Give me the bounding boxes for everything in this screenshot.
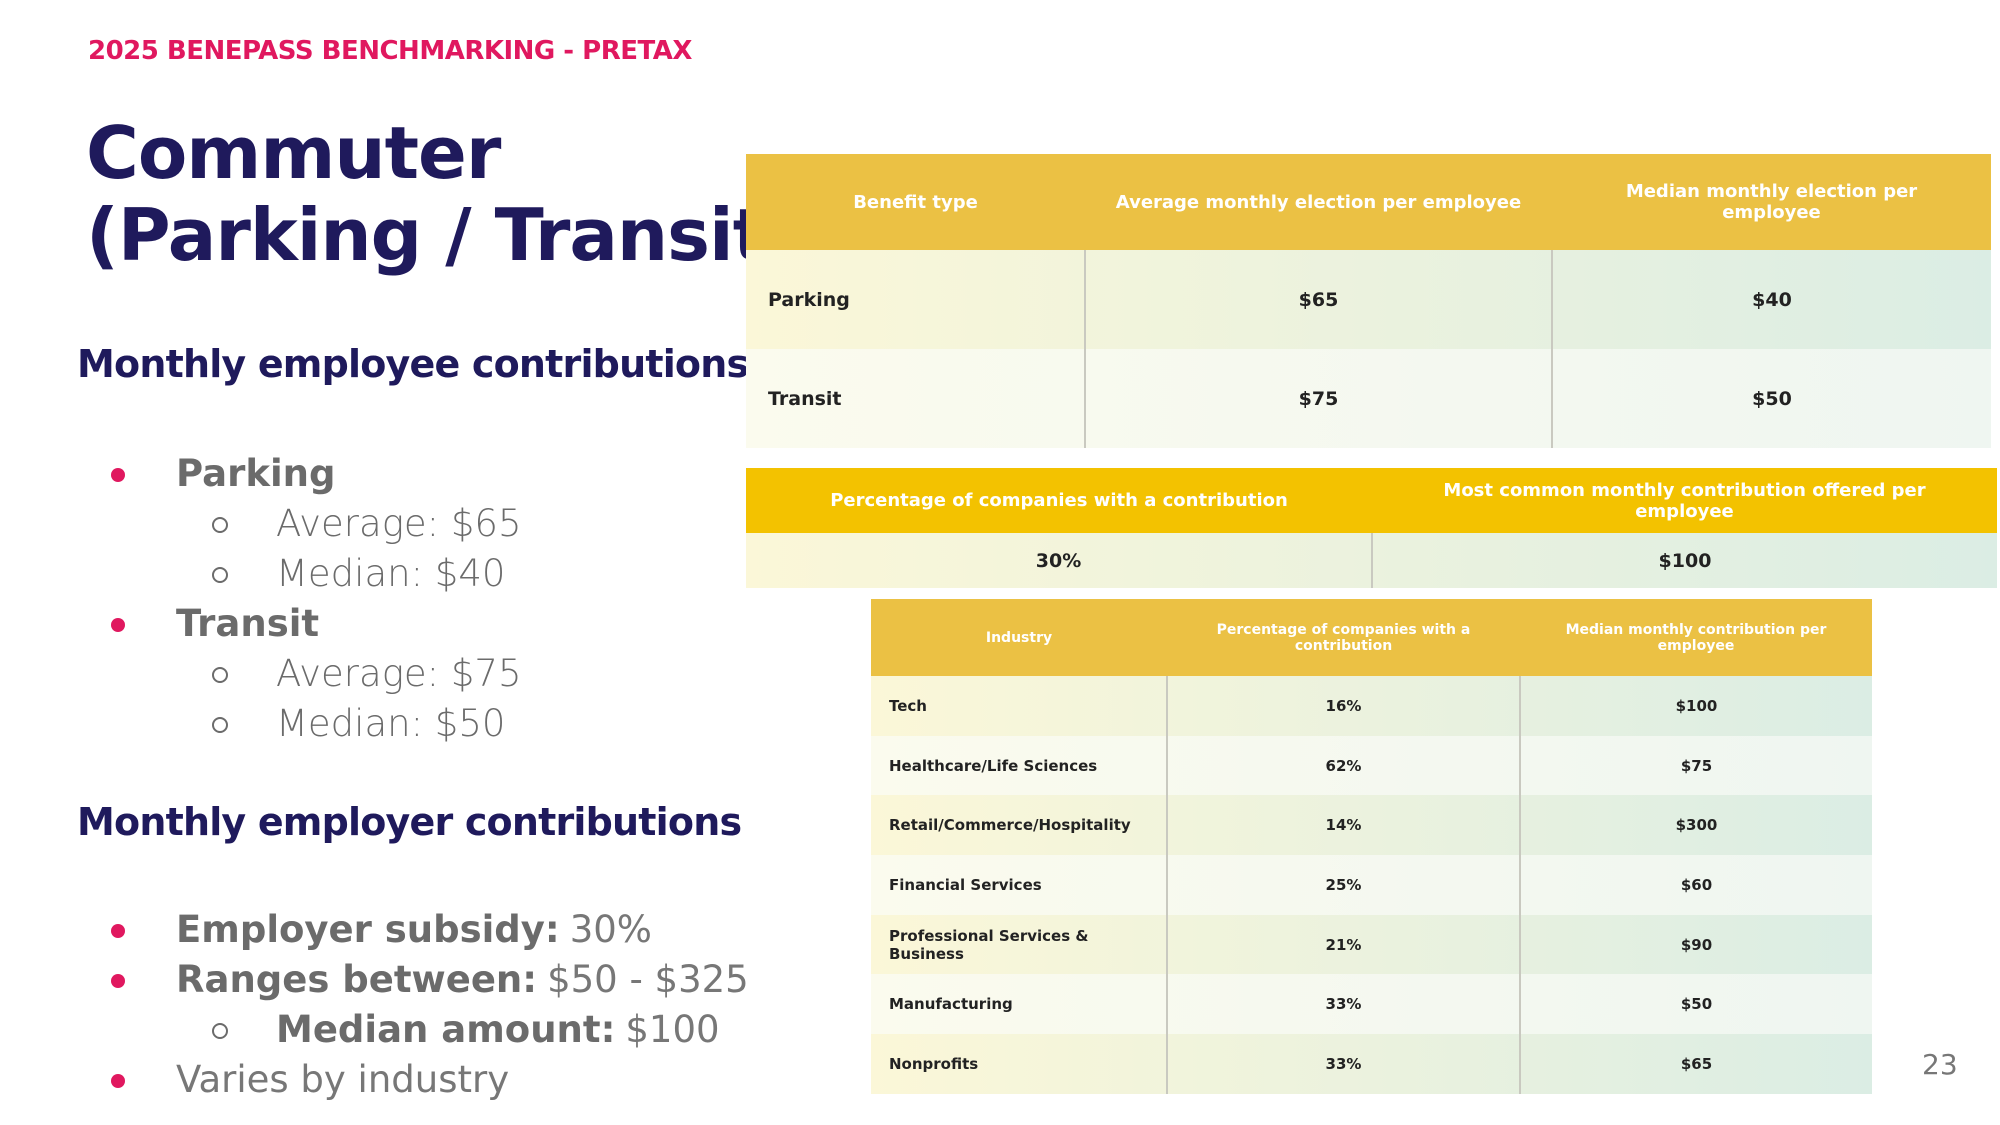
header-row: Industry Percentage of companies with a c…	[871, 599, 1872, 676]
cell: 21%	[1166, 914, 1520, 975]
ring	[212, 567, 228, 583]
text: $100	[625, 1008, 720, 1051]
cell: 33%	[1166, 1034, 1520, 1094]
cell: 33%	[1166, 974, 1520, 1035]
header-cell: Median monthly contribution per employee	[1520, 599, 1872, 676]
cell: $75	[1084, 349, 1552, 448]
cell: $65	[1084, 250, 1552, 349]
text: Varies by industry	[176, 1058, 510, 1101]
text: Average: $65	[276, 502, 522, 545]
page-number: 23	[1922, 1048, 1958, 1081]
cell: Tech	[889, 696, 927, 715]
header-row: Benefit type Average monthly election per…	[746, 154, 1991, 250]
cell: 14%	[1166, 795, 1520, 856]
text: Parking	[176, 452, 336, 495]
text: Median: $40	[276, 552, 506, 595]
list-item: Transit	[0, 599, 522, 649]
row: Transit $75 $50	[746, 349, 1991, 448]
header-row: Percentage of companies with a contribut…	[746, 468, 1997, 533]
ring	[212, 1023, 228, 1039]
text: Average: $75	[276, 652, 522, 695]
bullet-list: Parking Average: $65 Median: $40 Transit Ave…	[0, 449, 522, 749]
list-item: Ranges between: $50 - $325	[0, 955, 749, 1005]
label: Median amount:	[276, 1008, 616, 1051]
cell: $40	[1551, 250, 1991, 349]
title-line: Commuter	[86, 111, 501, 195]
section-heading: Monthly employer contributions	[77, 800, 742, 844]
list-item: Varies by industry	[0, 1055, 749, 1105]
sub-item: Average: $65	[0, 499, 522, 549]
list-item: Employer subsidy: 30%	[0, 905, 749, 955]
text: Transit	[176, 602, 320, 645]
cell: Healthcare/Life Sciences	[889, 756, 1098, 775]
row: Financial Services 25% $60	[871, 855, 1872, 915]
cell: 16%	[1166, 676, 1520, 736]
row: Retail/Commerce/Hospitality 14% $300	[871, 795, 1872, 856]
header-cell: Benefit type	[746, 154, 1085, 250]
sub-item: Median amount: $100	[0, 1005, 749, 1055]
label: Ranges between:	[176, 958, 538, 1001]
sub-item: Median: $40	[0, 549, 522, 599]
row: Healthcare/Life Sciences 62% $75	[871, 735, 1872, 796]
cell: Retail/Commerce/Hospitality	[889, 816, 1131, 835]
sub-item: Median: $50	[0, 699, 522, 749]
text: $50 - $325	[547, 958, 749, 1001]
bullet-list: Employer subsidy: 30% Ranges between: $50 -…	[0, 905, 749, 1105]
header-cell: Industry	[871, 599, 1167, 676]
bullet	[111, 468, 125, 482]
cell: $65	[1519, 1034, 1872, 1094]
cell: $300	[1519, 795, 1872, 856]
benefit-table: Benefit type Average monthly election per…	[746, 154, 1991, 448]
header-cell: Median monthly election per employee	[1552, 154, 1991, 250]
cell: $75	[1519, 735, 1872, 796]
cell: $60	[1519, 855, 1872, 915]
cell: Financial Services	[889, 875, 1042, 894]
sub-item: Average: $75	[0, 649, 522, 699]
ring	[212, 717, 228, 733]
cell: $50	[1551, 349, 1991, 448]
eyebrow: 2025 BENEPASS BENCHMARKING - PRETAX	[88, 36, 692, 66]
cell: 30%	[1035, 549, 1082, 572]
header-cell: Most common monthly contribution offered…	[1372, 468, 1997, 533]
row: Nonprofits 33% $65	[871, 1034, 1872, 1094]
employer-table: Percentage of companies with a contribut…	[746, 468, 1997, 588]
cell: Professional Services & Business	[889, 926, 1089, 963]
row: Manufacturing 33% $50	[871, 974, 1872, 1035]
cell: Manufacturing	[889, 995, 1013, 1014]
row: Parking $65 $40	[746, 250, 1991, 349]
title-line: (Parking / Transit)	[86, 193, 799, 277]
row: Professional Services & Business 21% $90	[871, 914, 1872, 975]
cell: 25%	[1166, 855, 1520, 915]
cell: Transit	[768, 387, 842, 410]
ring	[212, 667, 228, 683]
bullet	[111, 924, 125, 938]
bullet	[111, 618, 125, 632]
header-cell: Percentage of companies with a contribut…	[746, 468, 1372, 533]
bullet	[111, 974, 125, 988]
text: Median: $50	[276, 702, 506, 745]
cell: 62%	[1166, 735, 1520, 796]
text: 30%	[569, 908, 652, 951]
list-item: Parking	[0, 449, 522, 499]
cell: $90	[1519, 914, 1872, 975]
industry-table: Industry Percentage of companies with a c…	[871, 599, 1872, 1094]
cell: Nonprofits	[889, 1054, 979, 1073]
title: Commuter (Parking / Transit)	[86, 111, 799, 277]
cell: $50	[1519, 974, 1872, 1035]
bullet	[111, 1074, 125, 1088]
cell: $100	[1371, 533, 1997, 588]
section-heading: Monthly employee contributions	[77, 342, 749, 386]
header-cell: Percentage of companies with a contribut…	[1167, 599, 1520, 676]
row: 30% $100	[746, 533, 1997, 588]
label: Employer subsidy:	[176, 908, 560, 951]
cell: Parking	[768, 288, 850, 311]
header-cell: Average monthly election per employee	[1085, 154, 1552, 250]
ring	[212, 517, 228, 533]
row: Tech 16% $100	[871, 676, 1872, 736]
cell: $100	[1519, 676, 1872, 736]
